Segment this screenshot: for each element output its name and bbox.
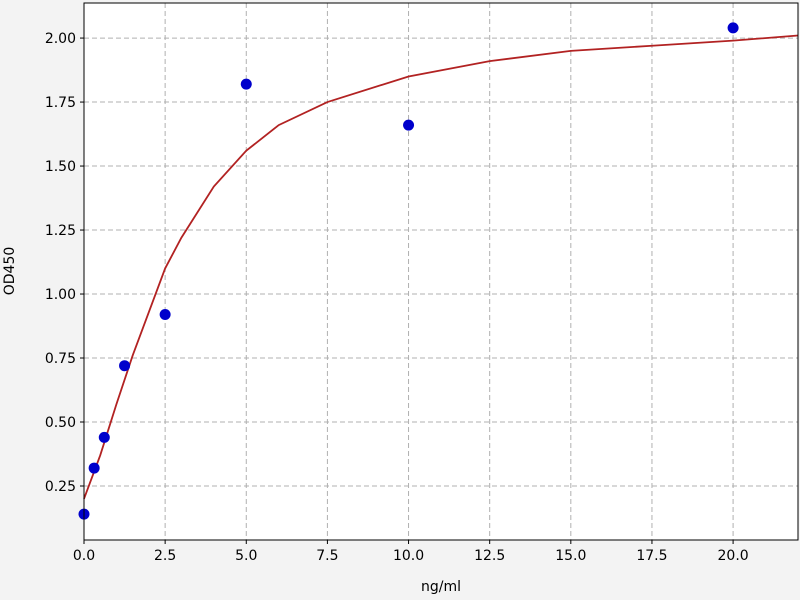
data-point xyxy=(240,78,252,90)
y-tick-label: 0.25 xyxy=(45,479,76,495)
x-tick-label: 7.5 xyxy=(316,548,338,564)
data-point xyxy=(88,462,100,474)
x-tick-label: 15.0 xyxy=(555,548,586,564)
x-tick-label: 5.0 xyxy=(235,548,257,564)
data-point xyxy=(98,431,110,443)
y-tick-label: 0.50 xyxy=(45,415,76,431)
x-tick-label: 12.5 xyxy=(474,548,505,564)
fit-curve xyxy=(83,34,799,500)
y-tick-label: 1.00 xyxy=(45,287,76,303)
x-tick-label: 0.0 xyxy=(73,548,95,564)
data-point xyxy=(727,22,739,34)
data-point xyxy=(159,309,171,321)
x-axis-label: ng/ml xyxy=(421,579,461,595)
x-tick-label: 17.5 xyxy=(636,548,667,564)
x-tick-label: 10.0 xyxy=(393,548,424,564)
y-tick-label: 0.75 xyxy=(45,351,76,367)
y-tick-label: 1.50 xyxy=(45,159,76,175)
y-tick-label: 1.25 xyxy=(45,223,76,239)
data-point xyxy=(403,119,415,131)
plot-frame xyxy=(83,2,799,541)
y-tick-label: 1.75 xyxy=(45,95,76,111)
y-tick-label: 2.00 xyxy=(45,31,76,47)
x-tick-label: 2.5 xyxy=(154,548,176,564)
y-axis-label: OD450 xyxy=(2,247,18,296)
plot-area xyxy=(84,3,798,540)
x-tick-label: 20.0 xyxy=(718,548,749,564)
data-point xyxy=(119,360,131,372)
